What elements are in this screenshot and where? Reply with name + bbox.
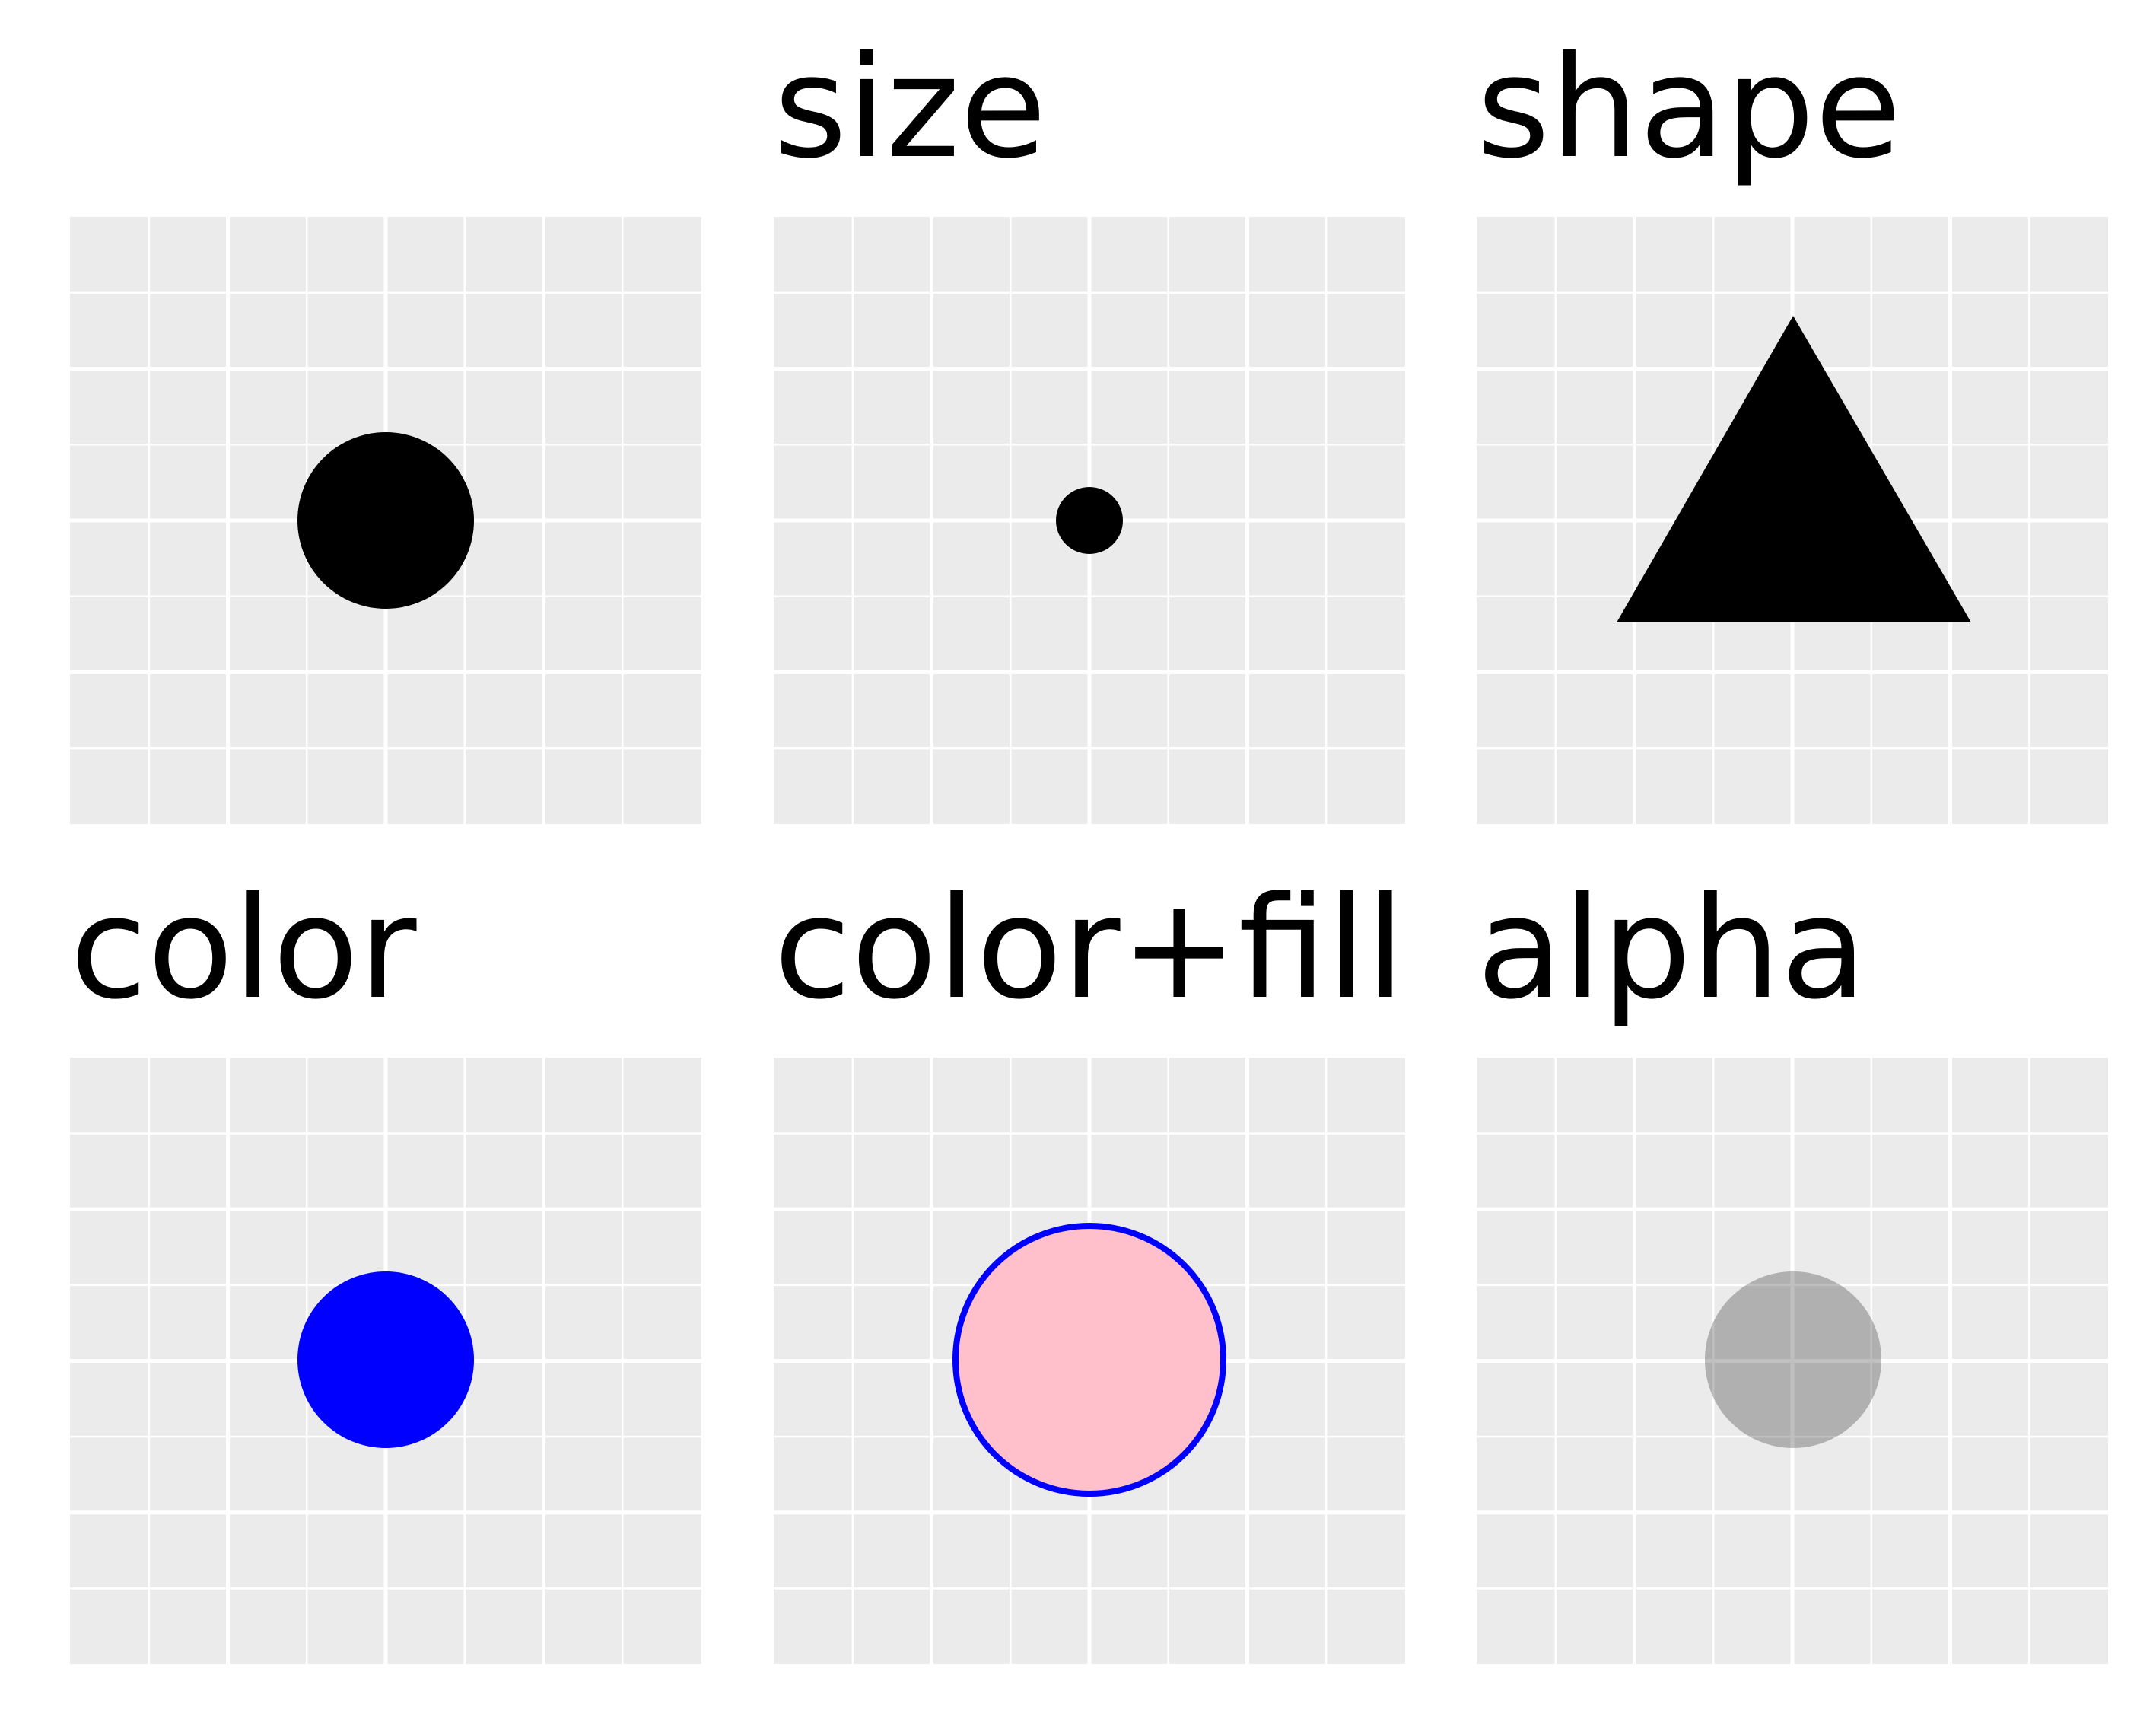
triangle-mark	[1617, 316, 1971, 622]
point-mark	[1705, 1271, 1881, 1448]
panel-title-shape: shape	[1477, 25, 1901, 189]
panel-size: size	[774, 25, 1405, 824]
point-mark	[297, 432, 474, 609]
panel-title-color: color	[70, 866, 417, 1030]
panel-title-color-fill: color+fill	[774, 866, 1405, 1030]
panel-title-size: size	[774, 25, 1047, 189]
panel-color-fill: color+fill	[774, 866, 1405, 1664]
panel-shape: shape	[1477, 25, 2108, 824]
panel-default	[70, 217, 701, 824]
panel-title-alpha: alpha	[1477, 866, 1867, 1030]
point-mark	[297, 1271, 474, 1448]
point-mark	[952, 1223, 1226, 1497]
panel-color: color	[70, 866, 701, 1664]
panel-alpha: alpha	[1477, 866, 2108, 1664]
point-mark	[1056, 487, 1123, 554]
grid-lines	[1477, 1058, 2108, 1664]
